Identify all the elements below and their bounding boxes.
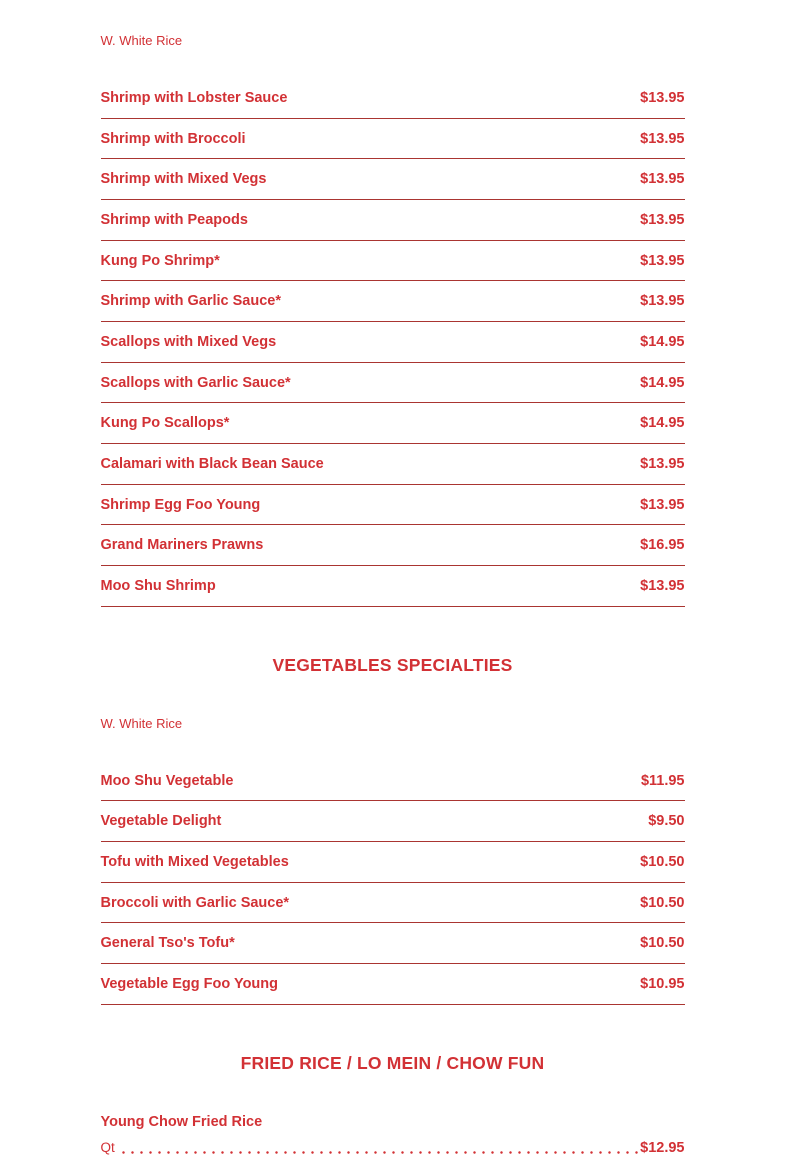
section-note: W. White Rice: [100, 715, 183, 731]
item-price: $13.95: [640, 496, 685, 513]
menu-item: Vegetable Egg Foo Young $10.95: [100, 964, 685, 1005]
item-price: $14.95: [640, 415, 685, 432]
menu-item-list: Young Chow Fried Rice Qt $12.95: [101, 1114, 685, 1157]
item-price: $14.95: [640, 374, 685, 391]
item-name: Kung Po Scallops*: [100, 415, 230, 432]
menu-item: Vegetable Delight $9.50: [100, 801, 685, 843]
item-price: $9.50: [648, 813, 685, 830]
item-name: Tofu with Mixed Vegetables: [100, 854, 289, 871]
variant-price: $12.95: [640, 1140, 685, 1157]
dotted-leader: [118, 1151, 640, 1155]
item-name: Grand Mariners Prawns: [100, 537, 264, 554]
item-name: Shrimp with Broccoli: [100, 130, 246, 147]
menu-item: Scallops with Mixed Vegs $14.95: [100, 322, 685, 363]
item-price: $13.95: [640, 90, 685, 106]
menu-item: Shrimp Egg Foo Young $13.95: [100, 485, 685, 526]
item-price: $13.95: [640, 578, 685, 595]
item-price: $10.50: [640, 894, 685, 911]
menu-item-list: Moo Shu Vegetable $11.95 Vegetable Delight…: [100, 761, 685, 1005]
menu-item: Young Chow Fried Rice Qt $12.95: [101, 1114, 685, 1157]
menu-item: Grand Mariners Prawns $16.95: [100, 525, 685, 567]
variant-row: Qt $12.95: [101, 1140, 685, 1157]
menu-item: Shrimp with Mixed Vegs $13.95: [100, 159, 685, 201]
menu-item: Moo Shu Vegetable $11.95: [100, 761, 685, 802]
item-name: Scallops with Garlic Sauce*: [100, 374, 291, 391]
section-title: FRIED RICE / LO MEIN / CHOW FUN: [240, 1052, 545, 1073]
item-price: $10.50: [640, 854, 685, 871]
item-name: Shrimp Egg Foo Young: [100, 496, 261, 513]
item-name: General Tso's Tofu*: [100, 935, 235, 952]
menu-item: General Tso's Tofu* $10.50: [100, 923, 685, 965]
menu-section: FRIED RICE / LO MEIN / CHOW FUN Young Cho…: [101, 1053, 685, 1157]
item-price: $13.95: [640, 293, 685, 310]
item-name: Vegetable Delight: [100, 813, 222, 830]
menu-item: Broccoli with Garlic Sauce* $10.50: [100, 883, 685, 924]
menu-section: VEGETABLES SPECIALTIES W. White Rice Moo S…: [100, 654, 685, 1005]
section-title: VEGETABLES SPECIALTIES: [272, 654, 513, 675]
item-name: Broccoli with Garlic Sauce*: [100, 894, 290, 911]
menu-item: Calamari with Black Bean Sauce $13.95: [100, 444, 685, 485]
variant-size-label: Qt: [100, 1140, 115, 1156]
item-name: Shrimp with Garlic Sauce*: [100, 293, 282, 310]
menu-item: Shrimp with Lobster Sauce $13.95: [100, 78, 685, 119]
item-price: $16.95: [640, 537, 685, 554]
item-name: Moo Shu Shrimp: [100, 578, 216, 595]
menu-item: Moo Shu Shrimp $13.95: [100, 566, 685, 607]
item-price: $13.95: [640, 171, 685, 188]
menu-item-list: Shrimp with Lobster Sauce $13.95 Shrimp wi…: [100, 78, 685, 607]
section-note: W. White Rice: [100, 33, 183, 48]
menu-item: Kung Po Scallops* $14.95: [100, 403, 685, 445]
menu-content: W. White Rice Shrimp with Lobster Sauce $1…: [100, 0, 685, 1157]
menu-item: Shrimp with Garlic Sauce* $13.95: [100, 281, 685, 323]
item-price: $10.95: [640, 976, 685, 993]
item-name: Shrimp with Peapods: [100, 212, 248, 229]
item-name: Young Chow Fried Rice: [100, 1113, 263, 1130]
item-name: Scallops with Mixed Vegs: [100, 334, 277, 351]
item-price: $13.95: [640, 456, 685, 473]
item-name: Kung Po Shrimp*: [100, 252, 220, 269]
item-price: $11.95: [640, 772, 685, 789]
item-price: $13.95: [640, 212, 685, 229]
menu-item: Kung Po Shrimp* $13.95: [100, 241, 685, 282]
menu-section: W. White Rice Shrimp with Lobster Sauce $1…: [100, 33, 685, 607]
item-name: Calamari with Black Bean Sauce: [100, 456, 324, 473]
item-price: $14.95: [640, 334, 685, 351]
item-price: $13.95: [640, 252, 685, 269]
item-price: $13.95: [640, 130, 685, 147]
item-name: Shrimp with Mixed Vegs: [100, 171, 267, 188]
item-name: Shrimp with Lobster Sauce: [100, 90, 288, 106]
item-name: Vegetable Egg Foo Young: [100, 976, 279, 993]
item-name: Moo Shu Vegetable: [100, 772, 234, 789]
item-price: $10.50: [640, 935, 685, 952]
menu-item: Shrimp with Broccoli $13.95: [100, 119, 685, 160]
menu-item: Scallops with Garlic Sauce* $14.95: [100, 363, 685, 404]
menu-item: Tofu with Mixed Vegetables $10.50: [100, 842, 685, 883]
menu-item: Shrimp with Peapods $13.95: [100, 200, 685, 241]
